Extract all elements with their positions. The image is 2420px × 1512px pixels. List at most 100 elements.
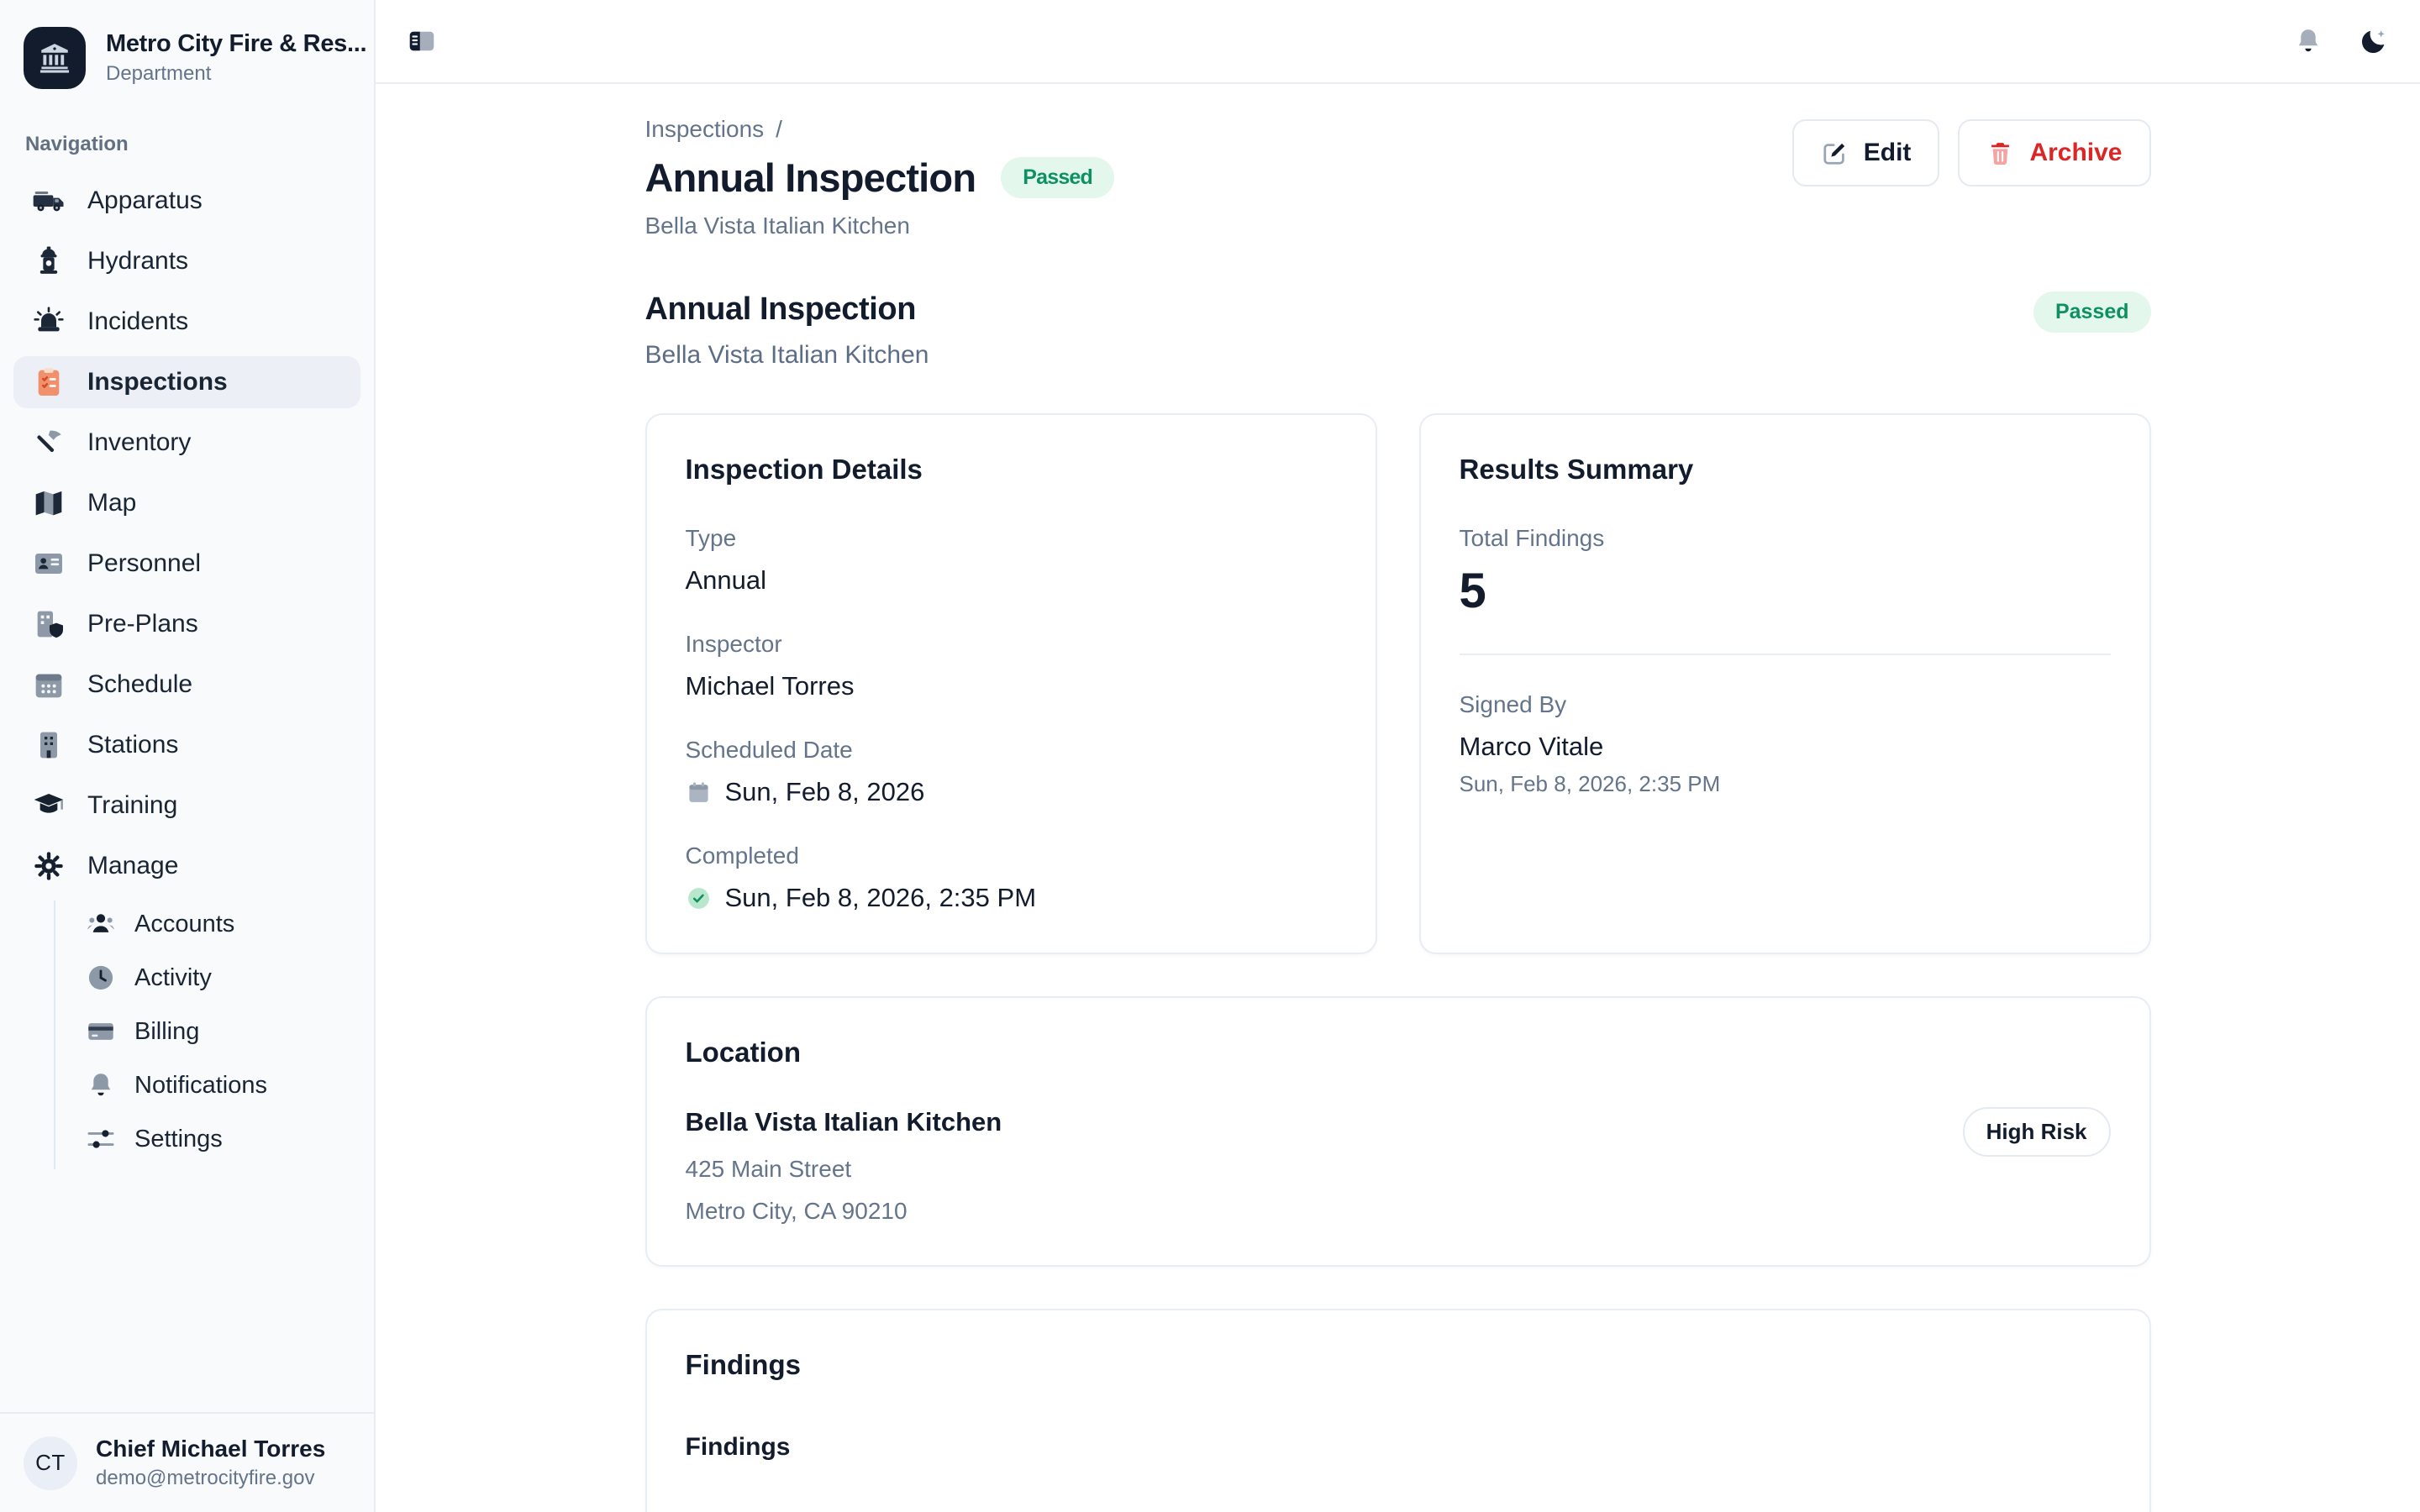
theme-toggle-button[interactable]: [2358, 26, 2390, 56]
sidebar-subitem-accounts[interactable]: Accounts: [55, 900, 360, 948]
card-divider: [1459, 654, 2111, 655]
card-title: Location: [685, 1037, 802, 1068]
page-header: Inspections / Annual Inspection Passed B…: [645, 116, 2151, 239]
sidebar-item-manage[interactable]: Manage: [13, 840, 360, 892]
inspection-details-card: Inspection Details Type Annual Inspector…: [644, 413, 1377, 954]
axe-icon: [32, 426, 66, 459]
sidebar-item-training[interactable]: Training: [13, 780, 360, 832]
sidebar-item-apparatus[interactable]: Apparatus: [13, 175, 360, 227]
sidebar-item-label: Training: [87, 791, 178, 819]
sidebar-subitem-label: Activity: [134, 963, 212, 991]
sidebar-nav: Apparatus Hydrants Incidents Inspections…: [0, 175, 374, 1169]
page-title-row: Annual Inspection Passed: [645, 155, 1115, 201]
card-title: Findings: [685, 1349, 801, 1380]
sidebar-item-label: Hydrants: [87, 247, 189, 275]
sidebar-item-personnel[interactable]: Personnel: [13, 538, 360, 590]
section-title: Annual Inspection: [644, 291, 917, 327]
user-name: Chief Michael Torres: [96, 1436, 326, 1462]
field-completed: Completed Sun, Feb 8, 2026, 2:35 PM: [686, 842, 1337, 914]
sidebar-item-preplans[interactable]: Pre-Plans: [13, 598, 360, 650]
trash-icon: [1986, 139, 2014, 167]
sidebar-toggle-icon: [409, 31, 434, 51]
field-label: Scheduled Date: [685, 737, 853, 763]
department-logo: [24, 27, 86, 89]
inspection-section-header: Annual Inspection Bella Vista Italian Ki…: [645, 291, 2151, 370]
sidebar-item-label: Apparatus: [87, 186, 203, 214]
cards-grid: Inspection Details Type Annual Inspector…: [644, 413, 2151, 954]
archive-button-label: Archive: [2029, 139, 2123, 166]
page-content: Inspections / Annual Inspection Passed B…: [376, 84, 2420, 1512]
siren-icon: [32, 305, 66, 339]
sidebar-subitem-label: Notifications: [134, 1071, 267, 1099]
sidebar: Metro City Fire & Res... Department Navi…: [0, 0, 376, 1512]
nav-section-label: Navigation: [25, 133, 129, 155]
sidebar-user[interactable]: CT Chief Michael Torres demo@metrocityfi…: [0, 1412, 374, 1512]
user-email: demo@metrocityfire.gov: [96, 1467, 315, 1489]
sidebar-item-stations[interactable]: Stations: [13, 719, 360, 771]
topbar: [376, 0, 2420, 84]
sidebar-subitem-activity[interactable]: Activity: [55, 954, 360, 1001]
sidebar-subitem-notifications[interactable]: Notifications: [55, 1062, 360, 1109]
status-badge: Passed: [1001, 157, 1115, 198]
sidebar-item-label: Inventory: [87, 428, 192, 456]
findings-subheading: Findings: [685, 1433, 791, 1461]
sidebar-subitem-label: Billing: [134, 1017, 200, 1045]
field-value: Sun, Feb 8, 2026, 2:35 PM: [724, 883, 1037, 912]
sidebar-item-hydrants[interactable]: Hydrants: [13, 235, 360, 287]
sidebar-item-inspections[interactable]: Inspections: [13, 356, 360, 408]
credit-card-icon: [86, 1016, 116, 1047]
breadcrumb-link-inspections[interactable]: Inspections: [644, 116, 765, 142]
signed-by-label: Signed By: [1459, 691, 1567, 717]
sidebar-item-label: Incidents: [87, 307, 189, 335]
graduation-cap-icon: [32, 789, 66, 822]
clipboard-orange-icon: [32, 365, 66, 399]
sidebar-subitem-settings[interactable]: Settings: [55, 1116, 360, 1163]
location-name: Bella Vista Italian Kitchen: [685, 1107, 1002, 1137]
notifications-button[interactable]: [2292, 26, 2324, 56]
archive-button[interactable]: Archive: [1958, 119, 2151, 186]
sidebar-subitem-billing[interactable]: Billing: [55, 1008, 360, 1055]
findings-card: Findings Findings: [644, 1309, 2151, 1512]
field-value: Sun, Feb 8, 2026: [724, 777, 925, 806]
avatar: CT: [24, 1436, 77, 1490]
sidebar-subitem-label: Settings: [134, 1125, 223, 1152]
field-scheduled-date: Scheduled Date Sun, Feb 8, 2026: [686, 736, 1337, 808]
check-circle-icon: [686, 885, 712, 911]
section-subtitle: Bella Vista Italian Kitchen: [644, 341, 929, 369]
sidebar-item-label: Personnel: [87, 549, 202, 577]
card-title: Inspection Details: [685, 454, 923, 485]
sidebar-item-label: Schedule: [87, 670, 193, 698]
building-icon: [32, 728, 66, 762]
field-label: Inspector: [685, 631, 782, 657]
app-subtitle: Department: [106, 62, 212, 85]
total-findings-value: 5: [1459, 564, 1486, 618]
page-title: Annual Inspection: [644, 155, 977, 200]
moon-icon: [2362, 30, 2385, 53]
location-card: Location Bella Vista Italian Kitchen 425…: [644, 996, 2151, 1267]
bank-icon: [39, 44, 70, 73]
risk-badge: High Risk: [1962, 1107, 2111, 1157]
sliders-icon: [86, 1124, 116, 1154]
sidebar-item-inventory[interactable]: Inventory: [13, 417, 360, 469]
calendar-icon: [686, 780, 712, 806]
field-value: Annual: [685, 565, 767, 595]
map-icon: [32, 486, 66, 520]
field-inspector: Inspector Michael Torres: [686, 630, 1337, 702]
edit-button[interactable]: Edit: [1791, 119, 1940, 186]
users-icon: [86, 909, 116, 939]
page-subtitle: Bella Vista Italian Kitchen: [644, 213, 910, 239]
clock-icon: [86, 963, 116, 993]
sidebar-item-map[interactable]: Map: [13, 477, 360, 529]
app-title: Metro City Fire & Res...: [106, 30, 367, 57]
fire-truck-icon: [32, 184, 66, 218]
main-area: Inspections / Annual Inspection Passed B…: [376, 0, 2420, 1512]
field-type: Type Annual: [686, 524, 1337, 596]
sidebar-item-label: Manage: [87, 852, 179, 879]
sidebar-toggle-button[interactable]: [406, 26, 438, 56]
location-info: Bella Vista Italian Kitchen 425 Main Str…: [686, 1107, 1002, 1226]
signed-by-date: Sun, Feb 8, 2026, 2:35 PM: [1459, 771, 1721, 796]
sidebar-item-schedule[interactable]: Schedule: [13, 659, 360, 711]
sidebar-item-label: Pre-Plans: [87, 610, 198, 638]
sidebar-item-incidents[interactable]: Incidents: [13, 296, 360, 348]
